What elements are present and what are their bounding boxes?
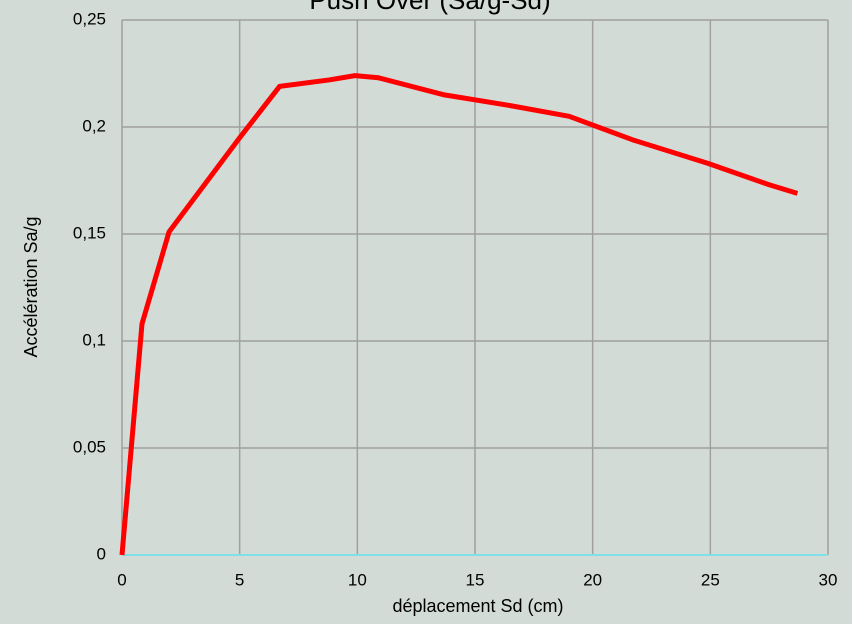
x-tick-label: 0 (117, 570, 126, 589)
x-tick-label: 25 (701, 570, 720, 589)
x-tick-label: 20 (583, 570, 602, 589)
y-tick-label: 0,1 (82, 330, 106, 349)
data-line (119, 73, 799, 556)
x-tick-label: 10 (348, 570, 367, 589)
y-tick-label: 0,15 (73, 223, 106, 242)
chart-title: Push Over (Sa/g-Sd) (309, 0, 550, 15)
y-tick-label: 0,25 (73, 9, 106, 28)
x-tick-label: 30 (819, 570, 838, 589)
x-axis-label: déplacement Sd (cm) (392, 596, 563, 616)
y-tick-label: 0,05 (73, 437, 106, 456)
x-tick-label: 5 (235, 570, 244, 589)
y-axis-label: Accélération Sa/g (21, 216, 41, 357)
x-tick-label: 15 (466, 570, 485, 589)
y-tick-label: 0 (97, 544, 106, 563)
y-tick-label: 0,2 (82, 116, 106, 135)
